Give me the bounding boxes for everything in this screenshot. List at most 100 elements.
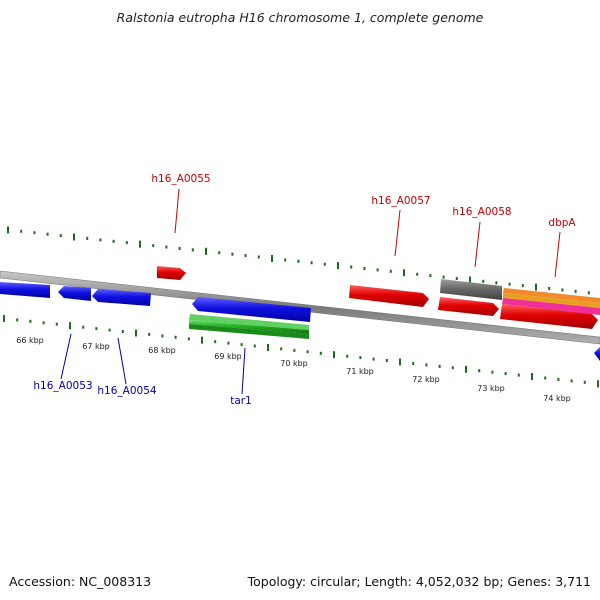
major-tick [399,358,401,366]
minor-tick [372,357,375,361]
minor-tick [504,372,507,376]
minor-tick [148,332,151,336]
minor-tick [187,337,190,341]
major-tick [201,336,203,344]
minor-tick [416,272,419,276]
minor-tick [425,363,428,367]
minor-tick [231,252,234,256]
major-tick [205,247,207,255]
gene-arrow-reverse[interactable] [92,289,151,306]
gene-label[interactable]: tar1 [230,395,252,407]
major-tick [69,322,71,330]
scale-label: 71 kbp [346,367,374,376]
inner-tick-track [3,314,599,388]
gene-label[interactable]: h16_A0054 [97,385,156,397]
accession-text: Accession: NC_008313 [9,574,152,589]
minor-tick [59,234,62,238]
minor-tick [521,284,524,288]
major-tick [535,283,537,291]
minor-tick [359,356,362,360]
minor-tick [218,251,221,255]
gene-arrow-reverse[interactable] [58,286,91,301]
gene-arrow-forward[interactable] [438,297,499,316]
minor-tick [125,241,128,245]
major-tick [337,262,339,270]
gene-arrow-rna[interactable] [189,314,309,339]
minor-tick [284,258,287,262]
minor-tick [517,373,520,377]
minor-tick [574,289,577,293]
minor-tick [587,291,590,295]
label-leader-line [60,333,72,380]
minor-tick [178,247,181,250]
minor-tick [389,269,392,273]
minor-tick [438,364,441,368]
minor-tick [161,334,164,338]
minor-tick [306,350,309,354]
minor-tick [33,231,36,235]
minor-tick [429,274,432,278]
minor-tick [86,236,89,240]
minor-tick [548,287,551,290]
gene-label[interactable]: h16_A0053 [33,380,92,392]
major-tick [135,329,137,337]
minor-tick [451,366,454,370]
minor-tick [508,282,511,286]
minor-tick [482,279,485,283]
gene-arrow-reverse[interactable] [594,347,600,361]
minor-tick [280,347,283,351]
gene-arrow-pseudo[interactable] [440,279,502,300]
gene-arrow-reverse[interactable] [192,297,311,322]
minor-tick [165,245,168,249]
minor-tick [319,351,322,355]
minor-tick [42,321,45,325]
minor-tick [455,277,458,280]
scale-label: 69 kbp [214,352,242,361]
minor-tick [46,232,49,236]
scale-label: 72 kbp [412,375,440,384]
major-tick [403,269,405,277]
minor-tick [376,268,379,272]
gene-arrow-forward[interactable] [349,285,429,307]
gene-label[interactable]: h16_A0055 [151,173,210,185]
minor-tick [29,319,32,323]
minor-tick [561,288,564,292]
minor-tick [55,322,58,326]
major-tick [531,373,533,380]
major-tick [139,240,141,248]
major-tick [271,255,273,262]
minor-tick [257,255,260,259]
minor-tick [491,370,494,374]
major-tick [333,351,335,359]
major-tick [597,380,599,388]
minor-tick [253,344,256,348]
gene-label[interactable]: dbpA [548,217,576,229]
minor-tick [121,330,124,333]
minor-tick [544,376,547,380]
minor-tick [385,359,388,362]
minor-tick [583,380,586,384]
major-tick [73,233,75,241]
scale-label: 68 kbp [148,346,176,355]
minor-tick [478,369,481,373]
minor-tick [227,341,230,345]
scale-label: 66 kbp [16,336,44,345]
scale-label: 70 kbp [280,359,308,368]
label-leader-line [174,188,180,234]
gene-arrow-forward-multi[interactable] [502,288,600,315]
minor-tick [108,328,111,332]
minor-tick [412,362,415,365]
gene-label[interactable]: h16_A0058 [452,206,511,218]
gene-arrow-forward[interactable] [157,266,186,280]
minor-tick [297,259,300,263]
minor-tick [112,239,115,243]
minor-tick [363,267,366,270]
major-tick [267,344,269,351]
gene-arrow-reverse[interactable] [0,282,50,298]
gene-arrow-forward[interactable] [500,304,598,329]
minor-tick [95,327,98,331]
minor-tick [293,348,296,352]
label-leader-line [474,221,481,268]
gene-label[interactable]: h16_A0057 [371,195,430,207]
